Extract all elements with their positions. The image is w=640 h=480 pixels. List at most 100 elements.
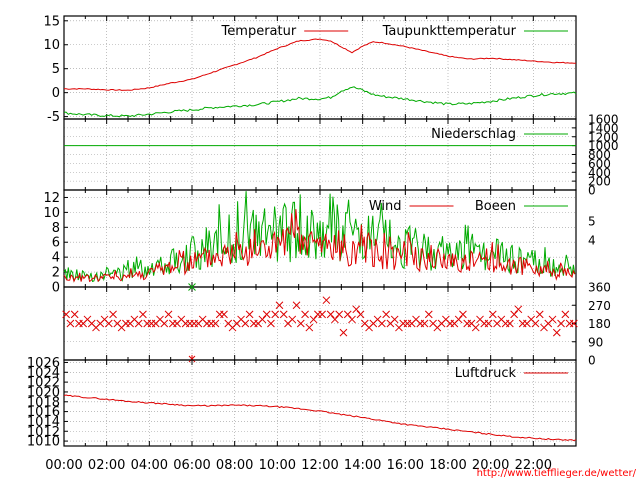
y2-tick-label: 400 (588, 166, 611, 180)
y-tick-label: 1020 (27, 385, 60, 400)
y-tick-label: 4 (52, 251, 60, 266)
x-tick-label: 18:00 (429, 458, 466, 473)
y2-tick-label: 800 (588, 148, 611, 162)
legend-label: Boeen (475, 199, 516, 214)
direction-marker (104, 319, 113, 328)
y2-tick-label: 5 (588, 215, 596, 229)
direction-marker (305, 323, 314, 332)
y2-tick-label: 1600 (588, 113, 619, 127)
direction-marker (378, 319, 386, 328)
y-tick-label: 6 (52, 236, 60, 251)
direction-marker (506, 319, 514, 328)
direction-marker (164, 310, 173, 319)
direction-marker (109, 310, 117, 319)
y-tick-label: 1018 (27, 395, 60, 410)
panel-4: 0 90 180 270 360 (62, 281, 611, 368)
y-tick-label: 1016 (27, 405, 60, 420)
direction-marker (343, 310, 352, 319)
y2-tick-label: 1000 (588, 139, 619, 153)
y2-tick-label: 0 (588, 354, 596, 368)
y-tick-label: 0 (52, 281, 60, 296)
direction-marker (557, 319, 565, 328)
direction-marker (471, 323, 480, 332)
direction-marker (531, 319, 540, 328)
direction-marker (510, 310, 518, 319)
y2-tick-label: 180 (588, 317, 611, 331)
credit-link[interactable]: http://www.tiefflieger.de/wetter/ (477, 468, 637, 479)
y2-tick-label: 600 (588, 157, 611, 171)
y-tick-label: 2 (52, 266, 60, 281)
direction-marker (271, 310, 280, 319)
y2-tick-label: 200 (588, 175, 611, 189)
direction-marker (514, 305, 523, 314)
direction-marker (211, 319, 220, 328)
series-line-wind (63, 209, 576, 283)
direction-marker (275, 301, 284, 310)
x-tick-label: 14:00 (344, 458, 381, 473)
direction-marker (220, 310, 228, 319)
y2-tick-label: 4 (588, 234, 596, 248)
y2-tick-label: 90 (588, 335, 603, 349)
y-tick-label: 8 (52, 221, 60, 236)
direction-marker (561, 310, 570, 319)
x-tick-label: 04:00 (131, 458, 168, 473)
direction-marker (262, 310, 271, 319)
direction-marker (424, 310, 433, 319)
y-tick-label: 1010 (27, 435, 60, 450)
direction-marker (241, 319, 250, 328)
y-tick-label: 0 (52, 86, 60, 101)
direction-marker (484, 319, 493, 328)
y-tick-label: 10 (43, 206, 60, 221)
direction-marker (548, 315, 557, 324)
direction-marker (356, 310, 365, 319)
x-tick-label: 06:00 (173, 458, 210, 473)
direction-marker (70, 310, 79, 319)
x-tick-label: 08:00 (216, 458, 253, 473)
y-tick-label: 15 (43, 14, 60, 29)
legend-label: Wind (369, 199, 402, 214)
x-tick-label: 16:00 (387, 458, 424, 473)
direction-marker (134, 319, 143, 328)
direction-marker (309, 315, 318, 324)
direction-marker (258, 315, 267, 324)
direction-marker (188, 283, 196, 291)
direction-marker (279, 310, 288, 319)
direction-marker (267, 319, 275, 328)
direction-marker (139, 310, 147, 319)
series-line-boeen (63, 191, 576, 283)
direction-marker (331, 315, 339, 324)
direction-marker (348, 315, 356, 324)
direction-marker (488, 310, 497, 319)
y-tick-label: 12 (43, 191, 60, 206)
x-tick-label: 10:00 (259, 458, 296, 473)
direction-marker (296, 319, 305, 328)
y-tick-label: 1012 (27, 425, 60, 440)
direction-marker (322, 296, 331, 305)
y-tick-label: 1026 (27, 356, 60, 371)
direction-marker (390, 315, 399, 324)
direction-marker (335, 310, 344, 319)
direction-marker (382, 310, 390, 319)
y-tick-label: 1024 (27, 366, 60, 381)
y-tick-label: -5 (47, 110, 60, 125)
direction-marker (459, 310, 467, 319)
direction-marker (535, 310, 544, 319)
y2-tick-label: 0 (588, 184, 596, 198)
legend-label: Temperatur (221, 24, 297, 39)
direction-marker (160, 319, 169, 328)
direction-marker (292, 301, 301, 310)
y-tick-label: 1014 (27, 415, 60, 430)
direction-marker (339, 328, 348, 337)
chart-panels: -5051015TaupunkttemperaturTemperatur0200… (27, 14, 619, 449)
legend-label: Luftdruck (455, 366, 517, 381)
y2-tick-label: 270 (588, 299, 611, 313)
direction-marker (301, 310, 309, 319)
direction-marker (62, 310, 70, 319)
x-axis-time-labels: 00:00 02:00 04:00 06:00 08:00 10:00 12:00 14:00… (45, 458, 552, 473)
x-tick-label: 02:00 (88, 458, 125, 473)
x-tick-label: 00:00 (45, 458, 82, 473)
direction-marker (552, 328, 561, 337)
